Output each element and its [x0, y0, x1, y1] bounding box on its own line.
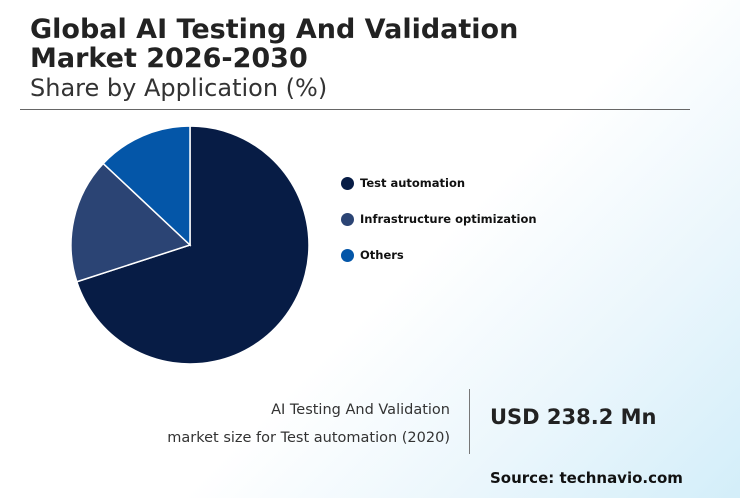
legend-label-test-automation: Test automation [360, 176, 466, 190]
chart-subtitle: Share by Application (%) [30, 74, 328, 102]
chart-title-line-2: Market 2026-2030 [30, 43, 308, 74]
market-size-caption-line-1: AI Testing And Validation [271, 402, 450, 418]
source-credit: Source: technavio.com [490, 469, 683, 487]
market-size-caption: AI Testing And Validation market size fo… [167, 396, 450, 452]
market-size-value: USD 238.2 Mn [490, 405, 657, 429]
legend-label-others: Others [360, 248, 404, 262]
pie-slice-others [102, 125, 191, 247]
chart-title-line-1: Global AI Testing And Validation [30, 14, 519, 45]
legend-item-test-automation: Test automation [341, 175, 465, 191]
pie-slice-test-automation [75, 125, 310, 365]
legend-item-others: Others [341, 247, 404, 263]
pie-slice-infrastructure-optimization [70, 162, 192, 283]
market-size-caption-line-2: market size for Test automation (2020) [167, 430, 450, 446]
footer-divider [469, 389, 470, 454]
legend-swatch-others [341, 248, 354, 262]
header-divider [20, 109, 690, 110]
legend-label-infrastructure-optimization: Infrastructure optimization [360, 212, 537, 226]
legend-item-infrastructure-optimization: Infrastructure optimization [341, 211, 537, 227]
legend-swatch-infrastructure-optimization [341, 212, 354, 226]
legend-swatch-test-automation [341, 176, 354, 190]
